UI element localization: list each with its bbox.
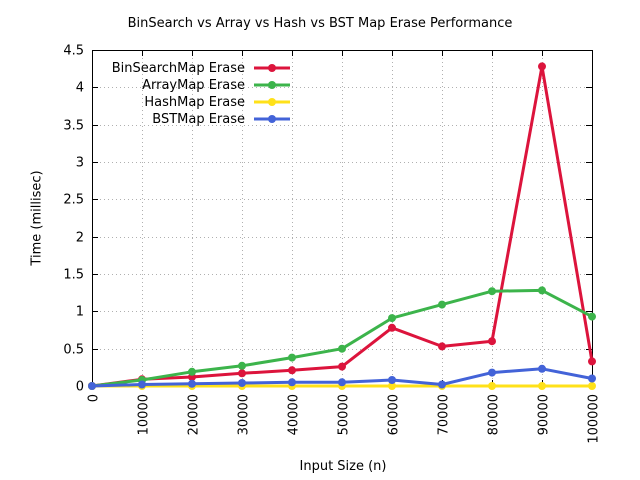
legend-marker <box>268 64 276 72</box>
y-tick-label: 0.5 <box>63 343 84 358</box>
legend-label: ArrayMap Erase <box>142 78 245 93</box>
data-point <box>488 368 496 377</box>
x-tick-label: 80000 <box>487 394 502 435</box>
legend-marker <box>268 115 276 123</box>
data-point <box>488 287 496 296</box>
y-tick-label: 3 <box>76 156 84 171</box>
data-point <box>488 337 496 346</box>
legend-label: HashMap Erase <box>144 95 245 110</box>
x-axis-label: Input Size (n) <box>299 459 387 474</box>
x-tick-label: 100000 <box>587 394 602 444</box>
data-point <box>338 344 346 353</box>
series-group <box>88 62 596 390</box>
x-tick-label: 70000 <box>437 394 452 435</box>
y-tick-label: 1 <box>76 305 84 320</box>
data-point <box>588 374 596 383</box>
data-point <box>538 286 546 295</box>
x-tick-label: 90000 <box>537 394 552 435</box>
data-point <box>388 376 396 384</box>
x-tick-label: 50000 <box>337 394 352 435</box>
data-point <box>388 314 396 323</box>
x-tick-label: 60000 <box>387 394 402 435</box>
grid-lines <box>92 50 592 386</box>
data-point <box>288 378 296 387</box>
x-tick-label: 0 <box>87 394 102 402</box>
legend-label: BinSearchMap Erase <box>112 61 245 76</box>
data-point <box>238 361 246 370</box>
axis-ticks: 0 0.5 1 1.5 2 2.5 3 3.5 4 4.5 0 10000 20000 30000 4000… <box>63 44 601 444</box>
data-point <box>488 382 496 390</box>
chart-title: BinSearch vs Array vs Hash vs BST Map Er… <box>127 16 513 31</box>
data-point <box>338 378 346 387</box>
x-tick-label: 40000 <box>287 394 302 435</box>
legend-label: BSTMap Erase <box>152 112 245 127</box>
x-tick-label: 10000 <box>137 394 152 435</box>
data-point <box>538 382 546 390</box>
y-tick-label: 4 <box>76 81 84 96</box>
y-tick-label: 2.5 <box>63 193 84 208</box>
y-tick-label: 0 <box>76 380 84 395</box>
data-point <box>438 342 446 351</box>
data-point <box>288 353 296 362</box>
data-point <box>588 357 596 366</box>
data-point <box>188 379 196 388</box>
data-point <box>88 382 96 390</box>
data-point <box>238 379 246 387</box>
x-tick-label: 30000 <box>237 394 252 435</box>
data-point <box>138 380 146 389</box>
data-point <box>588 312 596 321</box>
data-point <box>538 364 546 373</box>
y-tick-label: 2 <box>76 231 84 246</box>
legend-marker <box>268 81 276 89</box>
y-tick-label: 4.5 <box>63 44 84 59</box>
data-point <box>238 369 246 378</box>
data-point <box>188 367 196 376</box>
data-point <box>388 382 396 390</box>
data-point <box>388 323 396 332</box>
y-tick-label: 1.5 <box>63 268 84 283</box>
data-point <box>288 366 296 375</box>
data-point <box>438 300 446 309</box>
y-tick-label: 3.5 <box>63 119 84 134</box>
legend-marker <box>268 98 276 106</box>
data-point <box>338 362 346 371</box>
x-tick-label: 20000 <box>187 394 202 435</box>
data-point <box>438 380 446 389</box>
data-point <box>588 382 596 390</box>
data-point <box>538 62 546 71</box>
legend: BinSearchMap Erase ArrayMap Erase HashMap … <box>112 61 290 127</box>
